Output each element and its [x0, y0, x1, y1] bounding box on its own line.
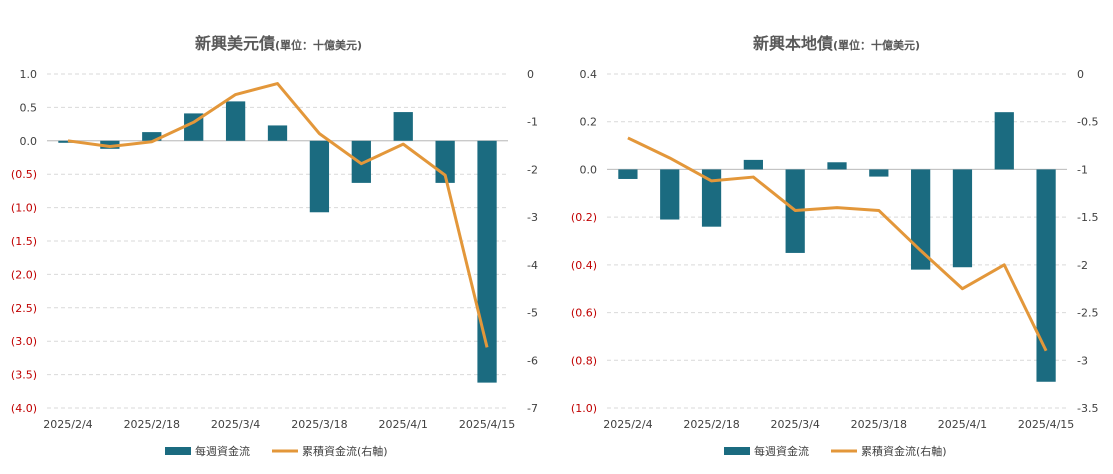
- chart-subtitle: (單位：十億美元): [275, 38, 362, 52]
- weekly-flow-bar: [225, 101, 246, 141]
- weekly-flow-bar: [743, 159, 763, 170]
- legend-line-label: 累積資金流(右軸): [302, 444, 388, 458]
- weekly-flow-bar: [351, 140, 371, 183]
- x-tick-label: 2025/3/4: [211, 418, 260, 431]
- y-left-tick-label: (2.0): [11, 268, 37, 281]
- legend-bar-label: 每週資金流: [754, 444, 809, 458]
- weekly-flow-bar: [1036, 169, 1056, 382]
- y-right-tick-label: -1.5: [1077, 211, 1098, 224]
- em-local-bond-chart: 新興本地債 (單位：十億美元) 0.4 0.2 0.0 (0.2) (0.4) (0.6)…: [571, 34, 1099, 458]
- legend: 每週資金流 累積資金流(右軸): [724, 444, 947, 458]
- y-right-tick-label: -1: [1077, 163, 1088, 176]
- weekly-flow-bar: [100, 140, 120, 149]
- weekly-flow-bar: [309, 140, 330, 213]
- chart-subtitle: (單位：十億美元): [833, 38, 920, 52]
- y-right-tick-label: -2.5: [1077, 307, 1098, 320]
- legend-bar-label: 每週資金流: [195, 444, 250, 458]
- weekly-flow-bar: [869, 169, 889, 177]
- y-right-tick-label: 0: [1077, 68, 1084, 81]
- x-tick-label: 2025/4/1: [379, 418, 428, 431]
- x-tick-label: 2025/2/18: [683, 418, 739, 431]
- x-tick-label: 2025/4/15: [459, 418, 515, 431]
- y-right-tick-label: -3: [527, 211, 538, 224]
- x-tick-label: 2025/4/15: [1018, 418, 1074, 431]
- legend-line-label: 累積資金流(右軸): [861, 444, 947, 458]
- y-right-tick-label: -1: [527, 116, 538, 129]
- y-right-tick-label: -2: [527, 163, 538, 176]
- plot-area: 0.4 0.2 0.0 (0.2) (0.4) (0.6) (0.8) (1.0) 0 -0.5 -…: [571, 68, 1099, 431]
- x-tick-label: 2025/3/18: [851, 418, 907, 431]
- y-left-tick-label: (2.5): [11, 302, 37, 315]
- y-left-tick-label: (0.5): [11, 168, 37, 181]
- y-left-tick-label: (0.8): [571, 354, 597, 367]
- weekly-flow-bar: [952, 169, 973, 268]
- x-tick-label: 2025/2/18: [124, 418, 180, 431]
- y-left-tick-label: (0.6): [571, 307, 597, 320]
- y-right-tick-label: -4: [527, 259, 538, 272]
- weekly-flow-bar: [393, 112, 413, 141]
- y-left-tick-label: (3.0): [11, 335, 37, 348]
- y-left-tick-label: (0.2): [571, 211, 597, 224]
- legend-bar-swatch: [724, 447, 750, 455]
- y-left-tick-label: (1.0): [11, 202, 37, 215]
- y-right-tick-label: -6: [527, 354, 538, 367]
- y-right-tick-label: -0.5: [1077, 116, 1098, 129]
- x-tick-label: 2025/2/4: [43, 418, 92, 431]
- weekly-flow-bar: [701, 169, 722, 227]
- x-tick-label: 2025/2/4: [603, 418, 652, 431]
- y-right-tick-label: -5: [527, 307, 538, 320]
- weekly-flow-bar: [911, 169, 931, 270]
- y-left-tick-label: (1.0): [571, 402, 597, 415]
- x-tick-label: 2025/3/4: [770, 418, 819, 431]
- weekly-flow-bar: [142, 132, 162, 141]
- chart-title: 新興本地債: [753, 34, 833, 53]
- y-right-tick-label: -3.5: [1077, 402, 1098, 415]
- plot-area: 1.0 0.5 0.0 (0.5) (1.0) (1.5) (2.0) (2.5) (3.0) (…: [11, 68, 538, 431]
- cumulative-flow-line: [627, 136, 1048, 352]
- y-left-tick-label: (0.4): [571, 259, 597, 272]
- x-tick-label: 2025/3/18: [291, 418, 347, 431]
- y-left-tick-label: 0.0: [580, 163, 598, 176]
- legend-bar-swatch: [165, 447, 191, 455]
- em-usd-bond-chart: 新興美元債 (單位：十億美元) 1.0 0.5 0.0 (0.5) (1.0) (1.5)…: [11, 34, 538, 458]
- y-left-tick-label: 0.5: [20, 101, 38, 114]
- y-left-tick-label: 0.2: [580, 116, 598, 129]
- y-left-tick-label: 1.0: [20, 68, 38, 81]
- weekly-flow-bar: [618, 169, 638, 179]
- weekly-flow-bar: [267, 125, 288, 141]
- y-left-tick-label: (3.5): [11, 369, 37, 382]
- y-right-tick-label: -2: [1077, 259, 1088, 272]
- y-left-tick-label: (1.5): [11, 235, 37, 248]
- y-left-tick-label: (4.0): [11, 402, 37, 415]
- y-right-tick-label: -3: [1077, 354, 1088, 367]
- cumulative-flow-line: [67, 82, 489, 348]
- y-left-tick-label: 0.0: [20, 135, 38, 148]
- weekly-flow-bar: [827, 162, 847, 170]
- y-right-tick-label: 0: [527, 68, 534, 81]
- x-tick-label: 2025/4/1: [938, 418, 987, 431]
- legend: 每週資金流 累積資金流(右軸): [165, 444, 388, 458]
- y-right-tick-label: -7: [527, 402, 538, 415]
- weekly-flow-bar: [994, 112, 1014, 170]
- weekly-flow-bar: [660, 169, 680, 220]
- chart-title: 新興美元債: [195, 34, 275, 53]
- y-left-tick-label: 0.4: [580, 68, 598, 81]
